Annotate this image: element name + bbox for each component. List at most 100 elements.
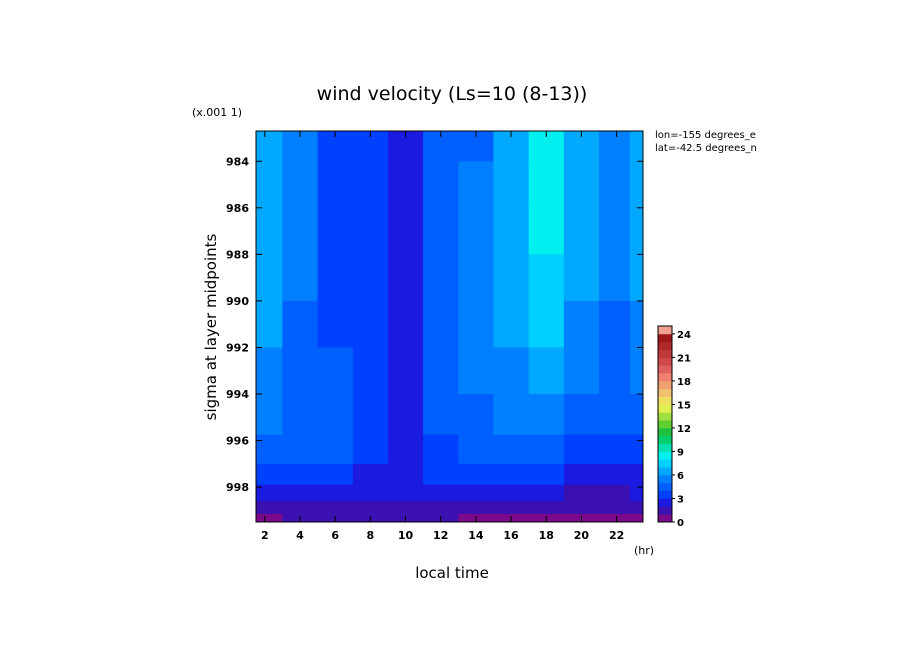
heatmap-cell: [629, 501, 643, 515]
heatmap-cell: [458, 207, 495, 255]
heatmap-cell: [629, 513, 643, 522]
heatmap-cell: [317, 393, 354, 436]
heatmap-cell: [563, 161, 600, 209]
heatmap-cell: [599, 393, 631, 436]
heatmap-cell: [282, 254, 319, 302]
colorbar-tick-label: 0: [677, 518, 684, 529]
heatmap-cell: [256, 347, 283, 395]
heatmap-cell: [599, 484, 631, 502]
heatmap-cell: [317, 161, 354, 209]
colorbar-swatch: [658, 373, 672, 382]
heatmap-cell: [256, 501, 283, 515]
heatmap-cell: [352, 463, 389, 486]
heatmap-cell: [563, 463, 600, 486]
heatmap-cell: [352, 484, 389, 502]
heatmap-cell: [458, 393, 495, 436]
colorbar-frame: [657, 325, 673, 523]
heatmap-cell: [282, 434, 319, 465]
heatmap-cell: [458, 463, 495, 486]
heatmap-cell: [423, 254, 459, 302]
heatmap-cell: [423, 463, 459, 486]
heatmap-cell: [458, 254, 495, 302]
heatmap-cell: [563, 484, 600, 502]
colorbar-tick-label: 6: [677, 471, 684, 482]
heatmap-cell: [387, 300, 424, 349]
heatmap-cell: [352, 434, 389, 465]
y-tick-label: 996: [226, 435, 249, 448]
heatmap-cell: [493, 463, 530, 486]
colorbar-swatch: [658, 490, 672, 499]
x-tick-label: 14: [468, 529, 484, 542]
heatmap-cell: [599, 161, 631, 209]
heatmap-cell: [387, 254, 424, 302]
colorbar-swatch: [658, 482, 672, 492]
heatmap-cell: [493, 434, 530, 465]
heatmap-cell: [423, 207, 459, 255]
y-tick-label: 986: [226, 202, 249, 215]
heatmap-cell: [282, 484, 319, 502]
heatmap-cell: [599, 501, 631, 515]
x-tick-label: 20: [574, 529, 590, 542]
heatmap-cell: [423, 300, 459, 349]
heatmap-cell: [387, 501, 424, 515]
colorbar-swatch: [658, 474, 672, 484]
colorbar-swatch: [658, 412, 672, 421]
plot-frame: [255, 130, 644, 523]
y-tick-label: 994: [226, 388, 249, 401]
heatmap-cell: [352, 393, 389, 436]
x-tick-label: 2: [261, 529, 269, 542]
y-tick-label: 988: [226, 248, 249, 261]
heatmap-cell: [282, 393, 319, 436]
colorbar-swatch: [658, 380, 672, 390]
heatmap-cell: [629, 393, 643, 436]
heatmap-cell: [458, 347, 495, 395]
heatmap-cell: [599, 434, 631, 465]
heatmap-cell: [256, 161, 283, 209]
colorbar-tick-label: 24: [677, 330, 691, 341]
colorbar: 0 3 6 9 12 15 18 21 24: [657, 325, 691, 529]
colorbar-swatch: [658, 451, 672, 460]
heatmap-cell: [528, 501, 565, 515]
colorbar-swatch: [658, 420, 672, 429]
heatmap-cell: [563, 434, 600, 465]
heatmap-cell: [528, 463, 565, 486]
heatmap-cell: [282, 207, 319, 255]
colorbar-swatch: [658, 459, 672, 468]
heatmap-cell: [528, 347, 565, 395]
heatmap-cell: [629, 207, 643, 255]
heatmap-cell: [458, 501, 495, 515]
y-axis: 984 986 988 990 992 994 996 998: [226, 155, 643, 494]
heatmap-cell: [387, 434, 424, 465]
heatmap-cell: [493, 254, 530, 302]
colorbar-swatch: [658, 443, 672, 452]
colorbar-tick-label: 15: [677, 400, 691, 411]
y-multiplier-label: (x.001 1): [192, 106, 242, 119]
heatmap-cell: [387, 393, 424, 436]
heatmap-cell: [256, 393, 283, 436]
heatmap-cell: [256, 513, 283, 522]
heatmap-cell: [528, 254, 565, 302]
heatmap-cell: [317, 501, 354, 515]
heatmap-cell: [387, 347, 424, 395]
x-axis-label: local time: [415, 564, 489, 582]
colorbar-tick-label: 21: [677, 353, 691, 364]
heatmap-cell: [563, 393, 600, 436]
heatmap-cell: [563, 501, 600, 515]
heatmap-cell: [563, 207, 600, 255]
heatmap-cell: [629, 254, 643, 302]
heatmap-cell: [528, 393, 565, 436]
heatmap-cell: [317, 347, 354, 395]
heatmap-cell: [528, 434, 565, 465]
heatmap-cell: [256, 463, 283, 486]
colorbar-tick-label: 12: [677, 424, 691, 435]
colorbar-tick-label: 3: [677, 494, 684, 505]
colorbar-swatch: [658, 467, 672, 476]
heatmap-cell: [599, 463, 631, 486]
colorbar-swatch: [658, 506, 672, 515]
y-tick-label: 984: [226, 155, 249, 168]
heatmap-cell: [282, 161, 319, 209]
heatmap-cell: [317, 254, 354, 302]
heatmap-cell: [256, 207, 283, 255]
heatmap-cell: [256, 131, 283, 162]
